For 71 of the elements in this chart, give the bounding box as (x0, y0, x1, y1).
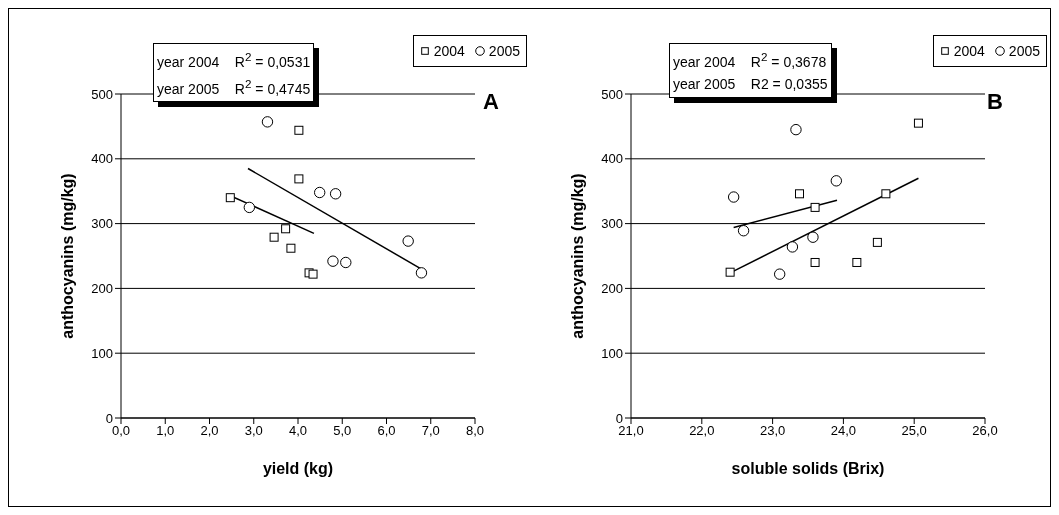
x-tick-label: 2,0 (200, 423, 219, 439)
y-axis-title: anthocyanins (mg/kg) (568, 173, 586, 339)
point (243, 201, 256, 214)
point (329, 188, 342, 200)
point (294, 174, 304, 184)
point (872, 237, 882, 247)
text: year 2005 R2 = 0,0355 (673, 74, 828, 94)
legend-label: 2005 (1008, 43, 1040, 59)
text: year 2004 R$^{2}$ = 0,0531 (157, 49, 311, 72)
x-tick-label: 8,0 (465, 423, 485, 439)
x-axis-title: soluble solids (Brix) (731, 460, 885, 477)
y-tick-label: 200 (91, 281, 113, 297)
y-tick-label: 500 (91, 86, 113, 102)
x-tick-label: 4,0 (288, 423, 308, 439)
x-tick-label: 3,0 (244, 423, 263, 439)
y-tick-label: 400 (601, 151, 623, 167)
x-tick-label: 7,0 (421, 423, 440, 439)
point (269, 232, 279, 242)
point (913, 118, 923, 128)
x-tick-label: 24,0 (830, 423, 857, 439)
legend-label: 2004 (433, 43, 465, 59)
x-tick-label: 26,0 (972, 423, 998, 439)
point (852, 257, 862, 267)
y-tick-label: 0 (615, 410, 623, 426)
annotation: year 2005 R$^{2}$ = 0,4745 (157, 75, 311, 99)
point (790, 123, 802, 136)
x-tick-label: 0,0 (111, 423, 131, 439)
y-tick-label: 200 (601, 281, 623, 297)
point (261, 116, 274, 128)
x-tick-label: 6,0 (377, 423, 396, 439)
x-tick-label: 23,0 (759, 423, 786, 439)
legend-label: 2004 (953, 43, 985, 59)
x-tick-label: 1,0 (156, 423, 175, 439)
point (795, 189, 804, 199)
point (402, 235, 414, 247)
text: year 2004 R$^{2}$ = 0,3678 (673, 49, 828, 72)
y-tick-label: 300 (91, 216, 113, 232)
point (810, 202, 820, 212)
point (881, 189, 891, 199)
x-axis-title: yield (kg) (262, 460, 334, 477)
point (340, 256, 352, 269)
x-tick-label: 22,0 (689, 423, 715, 439)
point (810, 257, 820, 267)
point (737, 225, 750, 237)
y-tick-label: 0 (105, 410, 113, 426)
point (415, 267, 428, 279)
y-axis-title: anthocyanins (mg/kg) (58, 173, 76, 339)
point (286, 243, 296, 253)
y-tick-label: 300 (601, 216, 623, 232)
legend-label: 2005 (488, 43, 520, 59)
y-tick-label: 100 (601, 345, 623, 361)
text: B (987, 89, 1003, 115)
x-tick-label: 5,0 (333, 423, 352, 439)
point (725, 267, 735, 277)
point (327, 255, 339, 267)
text: A (483, 89, 499, 115)
point (294, 125, 304, 135)
point (313, 186, 326, 199)
y-tick-label: 500 (601, 86, 623, 102)
point (773, 268, 786, 280)
point (830, 175, 843, 187)
x-tick-label: 21,0 (618, 423, 644, 439)
point (308, 269, 318, 279)
point (807, 231, 819, 243)
y-tick-label: 400 (91, 151, 113, 167)
point (727, 191, 740, 203)
point (281, 224, 291, 234)
x-tick-label: 25,0 (901, 423, 927, 439)
point (786, 241, 799, 253)
point (225, 193, 235, 203)
y-tick-label: 100 (91, 345, 113, 361)
